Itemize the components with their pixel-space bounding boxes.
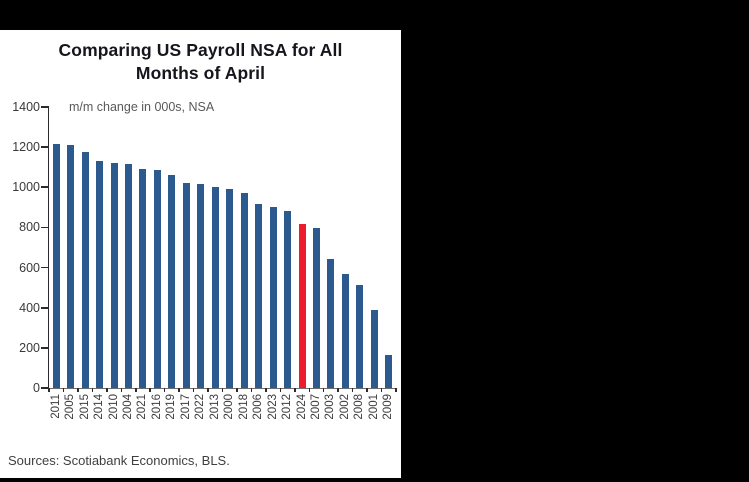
y-axis-label-0: 0	[33, 381, 40, 395]
y-axis-tick-600	[41, 266, 49, 269]
y-axis-tick-1000	[41, 186, 49, 189]
x-axis-tick	[48, 388, 50, 392]
x-axis-tick	[395, 388, 397, 392]
bar-2019	[168, 175, 176, 388]
x-axis-label-2001: 2001	[367, 394, 380, 420]
y-axis-label-200: 200	[19, 340, 40, 355]
x-axis-tick	[279, 388, 282, 392]
y-axis-tick-400	[41, 306, 49, 309]
x-axis-tick	[149, 388, 151, 392]
x-axis-label-2002: 2002	[338, 394, 351, 420]
x-axis-tick	[322, 388, 325, 392]
x-axis-label-2005: 2005	[64, 394, 77, 420]
y-axis-label-1200: 1200	[12, 140, 40, 155]
bar-2012	[284, 211, 292, 388]
x-axis-tick	[308, 388, 310, 392]
bar-2013	[211, 187, 219, 388]
x-axis-tick	[265, 388, 267, 392]
bar-2002	[341, 273, 349, 388]
bar-2021	[139, 169, 147, 388]
x-axis-tick	[192, 388, 195, 392]
y-axis-label-1000: 1000	[12, 180, 40, 195]
x-axis-tick	[366, 388, 368, 392]
x-axis-tick	[236, 388, 238, 392]
x-axis-tick	[62, 388, 65, 392]
x-axis-tick	[178, 388, 180, 392]
sources-note: Sources: Scotiabank Economics, BLS.	[8, 453, 230, 468]
chart-title: Comparing US Payroll NSA for All Months …	[58, 40, 343, 84]
bar-2001	[370, 309, 378, 388]
bar-2015	[81, 152, 89, 388]
x-axis-tick	[221, 388, 224, 392]
x-axis-tick	[120, 388, 123, 392]
x-axis-label-2024: 2024	[295, 394, 308, 420]
x-axis-label-2021: 2021	[136, 394, 149, 420]
x-axis-tick	[163, 388, 166, 392]
bar-2000	[226, 189, 234, 388]
y-axis-label-400: 400	[19, 300, 40, 315]
y-axis-label-600: 600	[19, 260, 40, 275]
y-axis-label-1400: 1400	[12, 100, 40, 114]
bar-2014	[96, 161, 104, 388]
x-axis-label-2003: 2003	[324, 394, 337, 420]
x-axis-tick	[135, 388, 137, 392]
bar-2009	[385, 354, 393, 388]
bar-2008	[356, 284, 364, 388]
y-axis-label-800: 800	[19, 220, 40, 235]
x-axis-label-2012: 2012	[281, 394, 294, 420]
x-axis-label-2023: 2023	[266, 394, 279, 420]
x-axis-label-2006: 2006	[252, 394, 265, 420]
bar-2016	[153, 170, 161, 388]
y-axis-tick-200	[41, 347, 49, 349]
x-axis-tick	[250, 388, 253, 392]
x-axis-label-2022: 2022	[194, 394, 207, 420]
chart-card: Comparing US Payroll NSA for All Months …	[0, 30, 401, 478]
x-axis-label-2008: 2008	[353, 394, 366, 420]
x-axis-tick	[351, 388, 354, 392]
x-axis-tick	[77, 388, 79, 392]
x-axis-label-2011: 2011	[49, 394, 62, 419]
x-axis-label-2010: 2010	[107, 394, 120, 420]
bar-2007	[312, 228, 320, 388]
y-axis-tick-0	[41, 387, 49, 389]
x-axis-label-2004: 2004	[122, 394, 135, 420]
bar-2005	[67, 145, 75, 388]
x-axis-label-2019: 2019	[165, 394, 178, 420]
x-axis-tick	[337, 388, 339, 392]
bar-2006	[255, 204, 263, 388]
bar-2011	[52, 144, 60, 388]
bar-2010	[110, 163, 118, 388]
bar-2004	[125, 164, 133, 388]
y-axis-tick-1200	[41, 146, 49, 148]
y-axis-tick-800	[41, 226, 49, 229]
x-axis-label-2013: 2013	[208, 394, 221, 420]
bar-2024	[298, 224, 306, 388]
y-axis-tick-1400	[41, 106, 49, 108]
bar-2003	[327, 258, 335, 388]
x-axis-tick	[380, 388, 383, 392]
x-axis-label-2018: 2018	[237, 394, 250, 420]
chart-subtitle: m/m change in 000s, NSA	[69, 100, 215, 114]
plot-area: m/m change in 000s, NSA 1400 1200 1000 800 6…	[12, 100, 397, 420]
x-axis-label-2014: 2014	[93, 394, 106, 420]
x-axis-label-2015: 2015	[78, 394, 91, 420]
x-axis-label-2016: 2016	[150, 394, 163, 420]
x-axis-label-2009: 2009	[382, 394, 395, 420]
bar-2017	[182, 183, 190, 388]
x-axis-label-2017: 2017	[179, 394, 192, 420]
x-axis-label-2007: 2007	[309, 394, 322, 420]
x-axis-label-2000: 2000	[223, 394, 236, 420]
x-axis-tick	[207, 388, 209, 392]
bar-2018	[240, 193, 248, 388]
x-axis-tick	[106, 388, 108, 392]
bar-2023	[269, 207, 277, 388]
bar-2022	[197, 183, 205, 388]
x-axis-tick	[91, 388, 94, 392]
x-axis-tick	[294, 388, 296, 392]
